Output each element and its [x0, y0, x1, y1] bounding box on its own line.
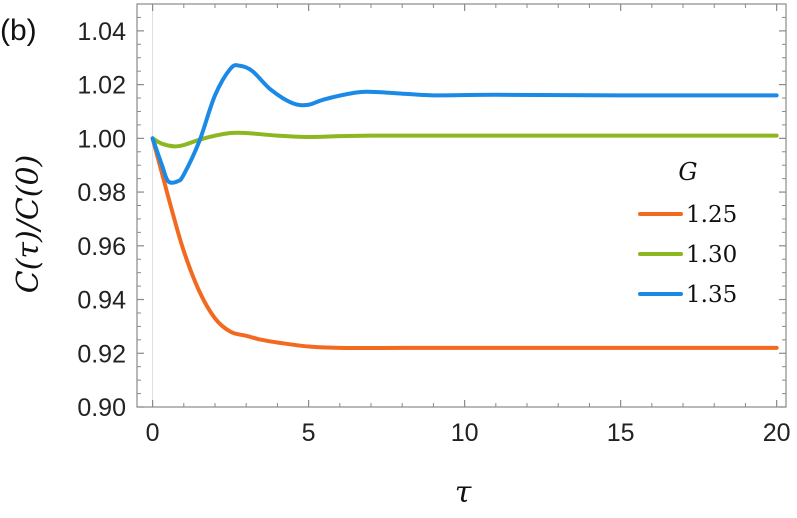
y-tick-label: 1.00 [77, 125, 126, 153]
series-line-1.30 [150, 130, 779, 149]
legend-label: 1.25 [686, 202, 737, 228]
x-tick-label: 20 [763, 419, 791, 447]
x-axis-title: τ [455, 475, 472, 510]
series-line-1.35 [150, 63, 779, 185]
series-line-1.25 [150, 136, 779, 350]
panel-label: (b) [0, 14, 37, 47]
y-tick-label: 1.04 [77, 18, 126, 46]
x-tick-label: 10 [451, 419, 479, 447]
x-tick-label: 0 [146, 419, 160, 447]
y-axis-title: C(τ)/C(0) [11, 155, 46, 294]
y-tick-label: 0.98 [77, 179, 126, 207]
ticks-layer: 0 5 10 15 20 0.90 0.92 0.94 0.96 0.98 1.00 1.02 1.04 [77, 4, 791, 447]
y-tick-label: 0.92 [77, 340, 126, 368]
legend-label: 1.35 [686, 282, 737, 308]
y-tick-label: 1.02 [77, 72, 126, 100]
y-tick-label: 0.94 [77, 287, 126, 315]
y-tick-label: 0.96 [77, 233, 126, 261]
legend-title: G [678, 158, 697, 186]
legend-label: 1.30 [686, 242, 737, 268]
y-tick-label: 0.90 [77, 394, 126, 422]
x-tick-label: 15 [607, 419, 635, 447]
legend: G 1.25 1.30 1.35 [638, 158, 737, 308]
series-layer [150, 63, 779, 350]
x-tick-label: 5 [302, 419, 316, 447]
